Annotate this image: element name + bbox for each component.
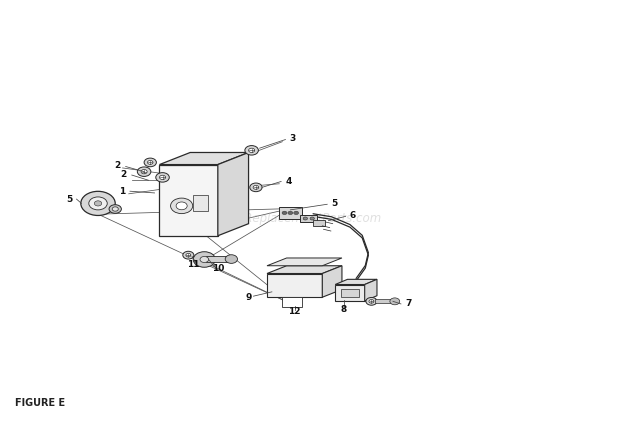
Text: 11: 11 — [187, 260, 200, 269]
Circle shape — [112, 207, 118, 211]
Text: 12: 12 — [288, 307, 300, 316]
Text: 5: 5 — [66, 194, 73, 204]
Bar — [341, 288, 359, 297]
Text: 6: 6 — [350, 211, 356, 219]
Bar — [193, 195, 208, 211]
Circle shape — [249, 148, 255, 153]
Bar — [282, 298, 302, 307]
Bar — [206, 257, 230, 262]
Circle shape — [193, 252, 215, 267]
Text: FIGURE E: FIGURE E — [15, 399, 65, 408]
Circle shape — [369, 300, 374, 303]
Polygon shape — [159, 165, 218, 236]
Circle shape — [303, 217, 308, 220]
Circle shape — [294, 211, 299, 215]
Circle shape — [200, 257, 208, 263]
Text: 7: 7 — [405, 299, 412, 309]
Bar — [300, 215, 317, 222]
Bar — [313, 220, 326, 226]
Polygon shape — [322, 266, 342, 297]
Circle shape — [250, 183, 262, 192]
Text: 10: 10 — [211, 264, 224, 273]
Text: 5: 5 — [332, 199, 338, 208]
Bar — [375, 299, 394, 303]
Circle shape — [156, 173, 169, 182]
Text: 8: 8 — [340, 305, 347, 314]
Circle shape — [148, 160, 153, 164]
Circle shape — [310, 217, 314, 220]
Text: 9: 9 — [246, 292, 252, 302]
Polygon shape — [267, 266, 342, 274]
Text: 2: 2 — [121, 170, 127, 179]
Polygon shape — [267, 258, 342, 266]
Circle shape — [138, 167, 151, 177]
Text: 1: 1 — [120, 187, 126, 196]
Polygon shape — [267, 274, 322, 297]
Bar — [278, 207, 302, 219]
Circle shape — [390, 298, 400, 305]
Circle shape — [288, 211, 293, 215]
Circle shape — [144, 158, 156, 167]
Polygon shape — [218, 153, 249, 236]
Text: 4: 4 — [285, 177, 291, 186]
Text: 2: 2 — [115, 161, 121, 170]
Polygon shape — [365, 279, 377, 301]
Circle shape — [366, 298, 377, 305]
Circle shape — [109, 205, 122, 213]
Text: 3: 3 — [290, 134, 296, 143]
Circle shape — [225, 255, 237, 264]
Circle shape — [141, 170, 147, 174]
Polygon shape — [335, 284, 365, 301]
Circle shape — [245, 146, 259, 155]
Polygon shape — [159, 153, 249, 165]
Circle shape — [159, 175, 166, 180]
Circle shape — [94, 201, 102, 206]
Circle shape — [176, 202, 187, 210]
Circle shape — [282, 211, 287, 215]
Polygon shape — [335, 279, 377, 284]
Circle shape — [253, 185, 259, 189]
Circle shape — [81, 191, 115, 215]
Circle shape — [186, 253, 191, 257]
Circle shape — [170, 198, 193, 214]
Text: eReplacementParts.com: eReplacementParts.com — [238, 212, 382, 225]
Circle shape — [89, 197, 107, 210]
Circle shape — [183, 251, 194, 259]
